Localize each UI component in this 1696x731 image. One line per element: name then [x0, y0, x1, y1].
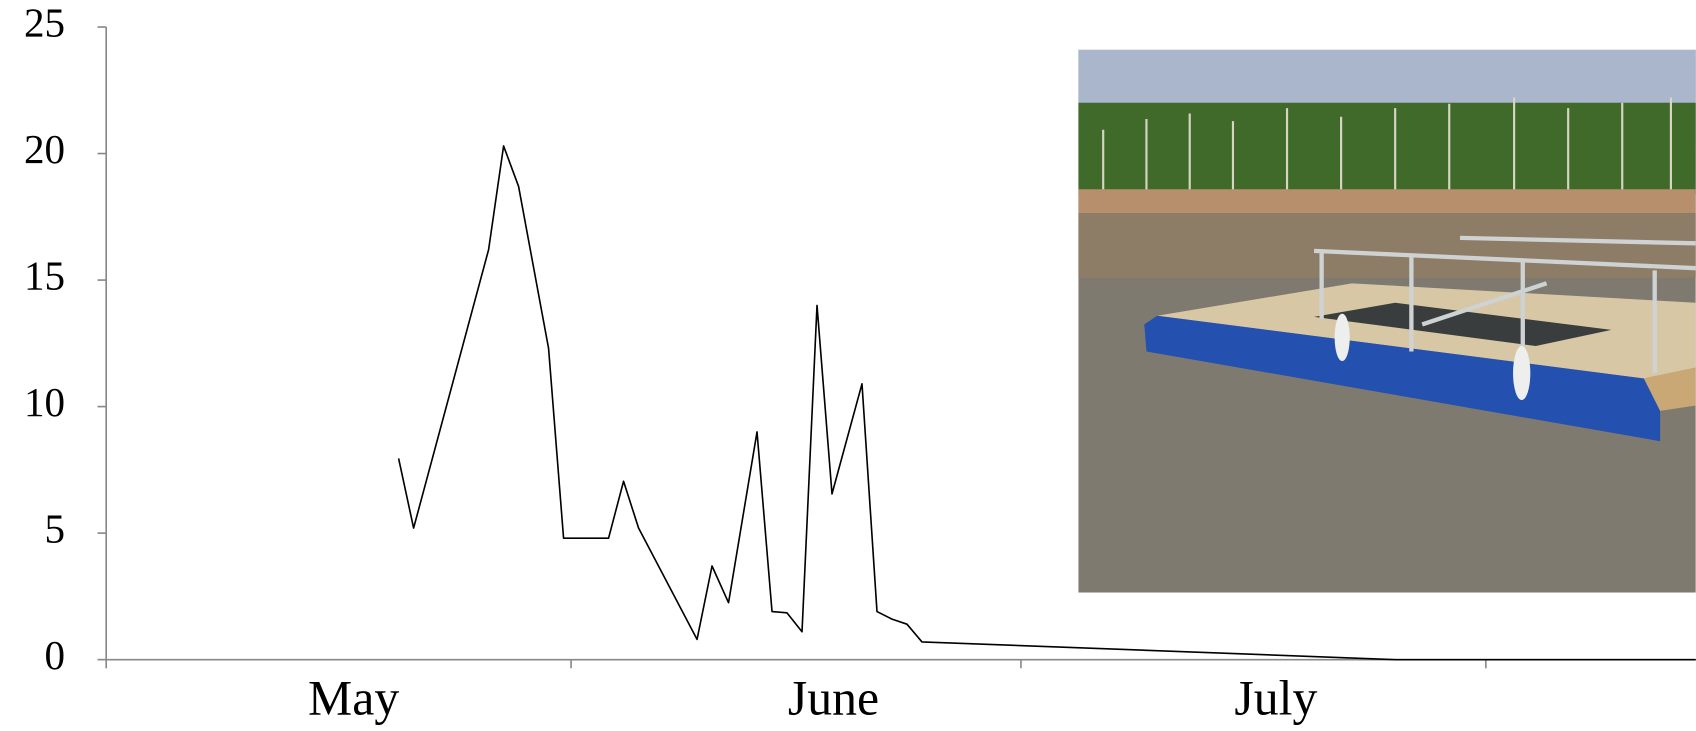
photo-inset	[1078, 49, 1696, 593]
y-tick-label: 10	[24, 379, 65, 425]
data-line	[397, 145, 1696, 661]
y-tick-label: 20	[24, 126, 65, 172]
x-tick-label: May	[308, 670, 399, 725]
y-tick-label: 5	[45, 506, 66, 552]
x-tick-label: June	[788, 670, 879, 725]
y-tick-label: 0	[45, 632, 66, 678]
x-tick-label: July	[1234, 670, 1317, 725]
y-tick-label: 25	[24, 0, 65, 45]
y-tick-label: 15	[24, 253, 65, 299]
